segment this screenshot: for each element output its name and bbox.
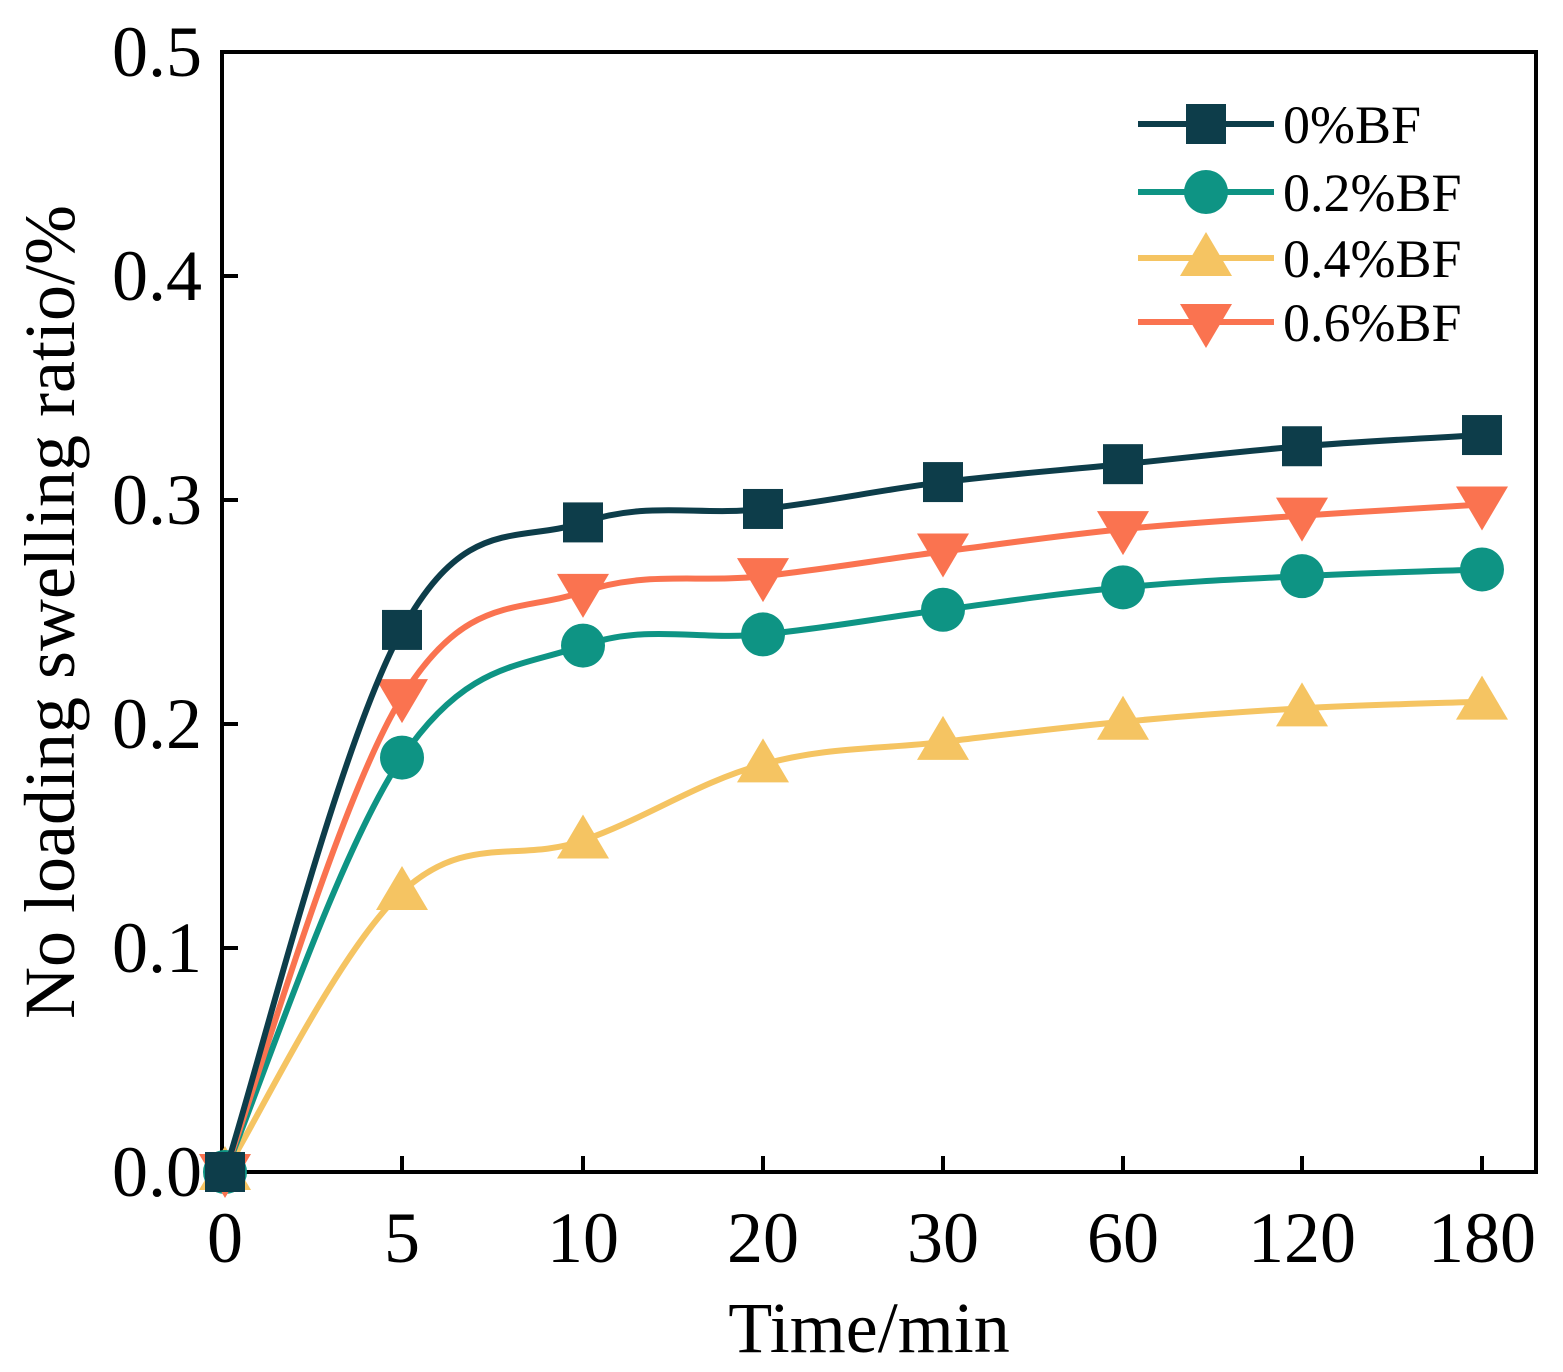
legend-label: 0.4%BF bbox=[1283, 229, 1462, 289]
x-tick-label: 5 bbox=[384, 1198, 420, 1278]
legend-marker bbox=[1186, 104, 1226, 144]
series-0.6%BF bbox=[199, 486, 1508, 1198]
data-point bbox=[923, 462, 963, 503]
data-point bbox=[737, 558, 789, 603]
data-point bbox=[917, 715, 969, 760]
x-axis: 0 5 10 20 30 60 120 180 bbox=[207, 1156, 1536, 1278]
x-tick-label: 20 bbox=[727, 1198, 799, 1278]
series-0%BF bbox=[205, 415, 1502, 1192]
legend-label: 0%BF bbox=[1283, 95, 1421, 155]
y-tick-label: 0.2 bbox=[112, 684, 202, 764]
data-point bbox=[1456, 486, 1508, 531]
legend-item: 0%BF bbox=[1138, 95, 1421, 155]
legend-marker bbox=[1184, 170, 1228, 214]
y-tick-label: 0.1 bbox=[112, 908, 202, 988]
data-point bbox=[1103, 444, 1143, 485]
data-point bbox=[1280, 554, 1324, 599]
series-line bbox=[222, 566, 1483, 1174]
x-axis-title: Time/min bbox=[728, 1288, 1009, 1368]
data-point bbox=[743, 488, 783, 529]
data-point bbox=[737, 738, 789, 783]
data-point bbox=[1276, 682, 1328, 727]
x-tick-label: 120 bbox=[1248, 1198, 1356, 1278]
data-point bbox=[563, 502, 603, 543]
data-point bbox=[380, 735, 424, 780]
legend: 0%BF 0.2%BF0.4%BF0.6%BF bbox=[1138, 95, 1462, 353]
legend-marker bbox=[1180, 304, 1232, 348]
data-point bbox=[1101, 565, 1145, 610]
data-point bbox=[561, 623, 605, 668]
x-tick-label: 0 bbox=[207, 1198, 243, 1278]
x-tick-label: 180 bbox=[1428, 1198, 1536, 1278]
x-tick-label: 60 bbox=[1087, 1198, 1159, 1278]
x-tick-label: 10 bbox=[547, 1198, 619, 1278]
data-point bbox=[382, 609, 422, 650]
data-point bbox=[1097, 695, 1149, 740]
data-point bbox=[557, 573, 609, 618]
y-axis: 0.0 0.1 0.2 0.3 0.4 0.5 bbox=[112, 12, 238, 1212]
data-point bbox=[1097, 511, 1149, 556]
legend-marker bbox=[1180, 232, 1232, 276]
data-point bbox=[1462, 415, 1502, 456]
data-point bbox=[557, 814, 609, 859]
y-axis-title: No loading swelling ratio/% bbox=[10, 205, 90, 1019]
data-point bbox=[1456, 675, 1508, 720]
y-tick-label: 0.3 bbox=[112, 460, 202, 540]
x-tick-label: 30 bbox=[907, 1198, 979, 1278]
series-layer bbox=[199, 415, 1508, 1198]
y-tick-label: 0.0 bbox=[112, 1132, 202, 1212]
y-tick-label: 0.5 bbox=[112, 12, 202, 92]
y-tick-label: 0.4 bbox=[112, 236, 202, 316]
data-point bbox=[205, 1152, 245, 1192]
legend-item: 0.6%BF bbox=[1138, 293, 1462, 353]
legend-label: 0.2%BF bbox=[1283, 163, 1462, 223]
data-point bbox=[917, 533, 969, 578]
legend-item: 0.2%BF bbox=[1138, 163, 1462, 223]
data-point bbox=[1276, 497, 1328, 542]
plot-frame bbox=[220, 50, 1538, 1174]
data-point bbox=[741, 612, 785, 657]
series-line bbox=[222, 432, 1483, 1173]
legend-label: 0.6%BF bbox=[1283, 293, 1462, 353]
series-line bbox=[222, 501, 1483, 1174]
data-point bbox=[376, 866, 428, 910]
data-point bbox=[376, 679, 428, 724]
data-point bbox=[1460, 547, 1504, 592]
legend-item: 0.4%BF bbox=[1138, 229, 1462, 289]
data-point bbox=[921, 587, 965, 632]
data-point bbox=[1282, 426, 1322, 467]
